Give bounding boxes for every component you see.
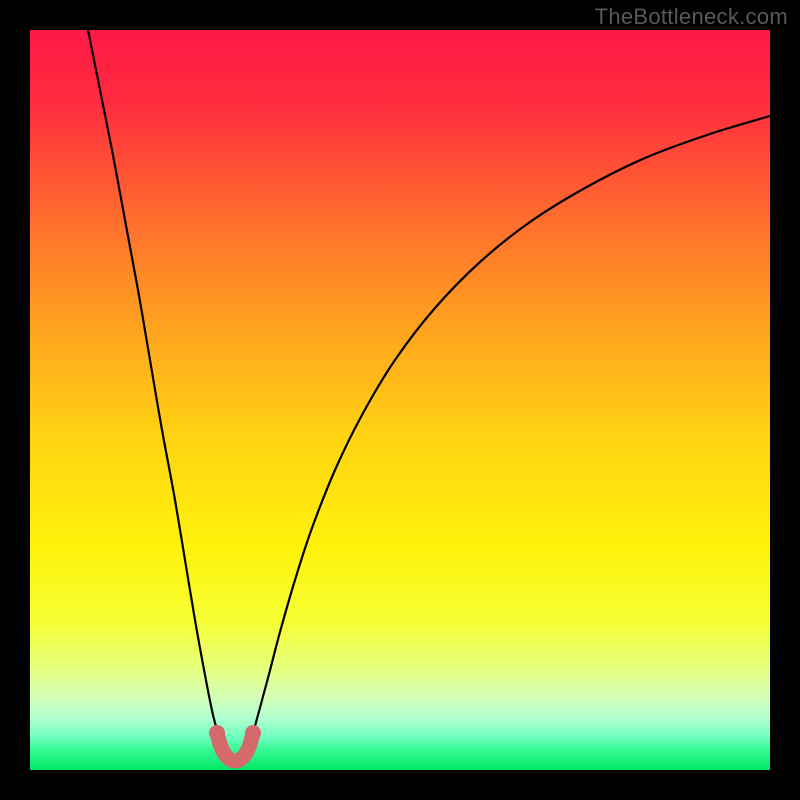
chart-area bbox=[30, 30, 770, 770]
watermark-text: TheBottleneck.com bbox=[595, 4, 788, 30]
curve-left-branch bbox=[88, 30, 220, 740]
curve-overlay bbox=[30, 30, 770, 770]
curve-right-branch bbox=[251, 116, 770, 740]
trough-marker-right-blob bbox=[245, 725, 261, 741]
trough-marker-left-blob bbox=[209, 725, 225, 741]
